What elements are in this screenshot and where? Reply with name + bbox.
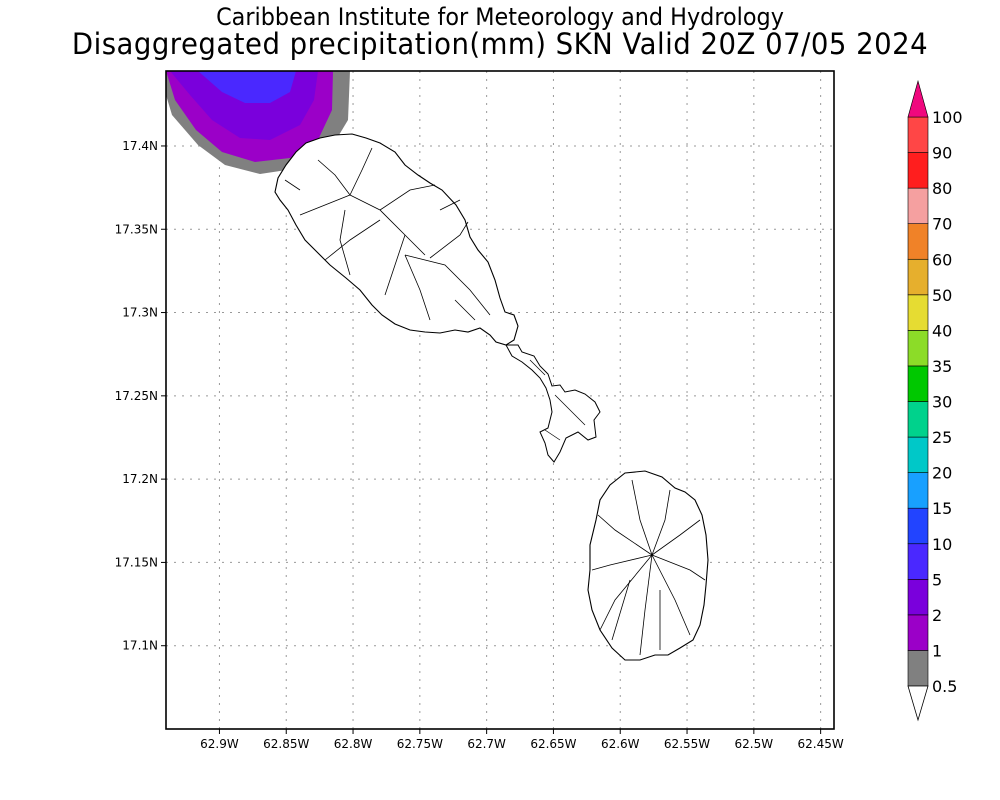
colorbar-swatch: [907, 507, 929, 545]
island-st-kitts: [274, 133, 601, 463]
colorbar-swatch: [907, 187, 929, 224]
y-tick-label: 17.25N: [115, 389, 158, 403]
colorbar-swatch: [907, 543, 929, 580]
colorbar-label: 25: [932, 428, 952, 447]
colorbar-swatch: [907, 330, 929, 367]
colorbar-label: 20: [932, 464, 952, 483]
colorbar-swatch: [907, 152, 929, 189]
colorbar-swatch: [907, 472, 929, 509]
colorbar-label: 80: [932, 179, 952, 198]
colorbar-swatch: [907, 650, 929, 687]
colorbar-swatch: [907, 579, 929, 616]
x-tick-label: 62.65W: [530, 737, 576, 751]
map-frame: [165, 70, 835, 730]
x-tick-label: 62.75W: [397, 737, 443, 751]
colorbar-max-triangle: [907, 79, 929, 118]
colorbar-label: 70: [932, 215, 952, 234]
x-tick-label: 62.55W: [664, 737, 710, 751]
axis-ticks: 62.9W 62.85W 62.8W 62.75W 62.7W 62.65W 62.6W 62…: [115, 139, 844, 751]
colorbar-swatch: [907, 223, 929, 260]
y-tick-label: 17.1N: [122, 639, 158, 653]
colorbar-swatch: [907, 365, 929, 402]
colorbar-swatch: [907, 614, 929, 651]
colorbar-label: 100: [932, 108, 963, 127]
colorbar-swatch: [907, 436, 929, 473]
colorbar-label: 2: [932, 606, 942, 625]
colorbar-label: 30: [932, 393, 952, 412]
colorbar-label: 1: [932, 641, 942, 660]
colorbar-label: 40: [932, 321, 952, 340]
x-tick-label: 62.8W: [334, 737, 373, 751]
colorbar-swatch: [907, 116, 929, 153]
colorbar-label: 60: [932, 250, 952, 269]
colorbar-label: 90: [932, 144, 952, 163]
x-tick-label: 62.6W: [601, 737, 640, 751]
colorbar-swatch: [907, 401, 929, 438]
x-tick-label: 62.5W: [735, 737, 774, 751]
precipitation-layer: [166, 71, 350, 174]
colorbar-swatch: [907, 258, 929, 296]
colorbar-label: 0.5: [932, 677, 957, 696]
x-tick-label: 62.9W: [200, 737, 239, 751]
colorbar-label: 10: [932, 535, 952, 554]
precip-contour-5mm: [198, 71, 296, 103]
colorbar-label: 35: [932, 357, 952, 376]
y-tick-label: 17.4N: [122, 139, 158, 153]
y-tick-label: 17.3N: [122, 306, 158, 320]
title-line-2: Disaggregated precipitation(mm) SKN Vali…: [71, 27, 929, 61]
x-tick-label: 62.85W: [263, 737, 309, 751]
x-tick-label: 62.45W: [798, 737, 844, 751]
colorbar-label: 15: [932, 499, 952, 518]
colorbar-label: 5: [932, 570, 942, 589]
colorbar-label: 50: [932, 286, 952, 305]
colorbar-swatch: [907, 294, 929, 331]
y-tick-label: 17.15N: [115, 555, 158, 569]
title-line-1: Caribbean Institute for Meteorology and …: [216, 3, 784, 31]
y-tick-label: 17.35N: [115, 222, 158, 236]
x-tick-label: 62.7W: [467, 737, 506, 751]
y-tick-label: 17.2N: [122, 472, 158, 486]
island-nevis: [587, 470, 709, 661]
colorbar-min-triangle: [907, 685, 929, 722]
